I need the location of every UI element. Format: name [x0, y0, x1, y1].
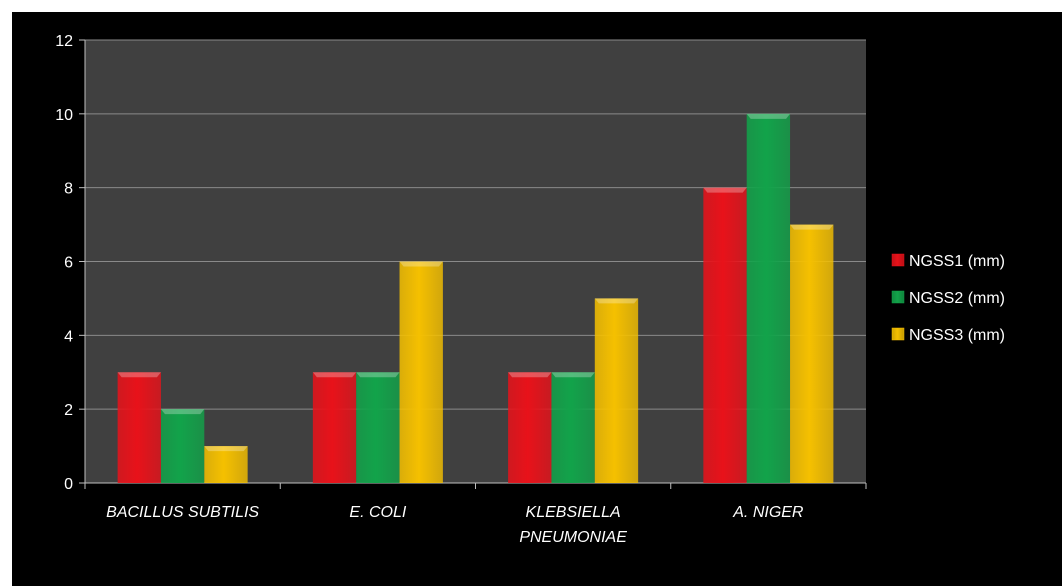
bar-2-3	[551, 372, 595, 483]
x-category-label: E. COLI	[349, 504, 406, 521]
bar-1-1	[117, 372, 161, 483]
y-tick-label: 10	[55, 107, 73, 124]
bar-cap	[551, 372, 595, 378]
bar-3-3	[594, 298, 639, 483]
y-tick-label: 12	[55, 33, 73, 50]
bar-3-1	[204, 446, 248, 483]
bar-cap	[117, 372, 161, 378]
legend-swatch-3	[891, 327, 905, 341]
legend-label-3: NGSS3 (mm)	[909, 327, 1005, 344]
bar-1-3	[508, 372, 552, 483]
legend-swatch-2	[891, 290, 905, 304]
labels: 0 2 4 6 8 10 12 BACILLUS SUBTILIS E. COLI KLEBSIE…	[55, 33, 804, 546]
legend-label-1: NGSS1 (mm)	[909, 253, 1005, 270]
gridlines	[85, 39, 866, 410]
bar-1-2	[312, 372, 357, 483]
bar-cap	[703, 187, 747, 193]
x-category-label: KLEBSIELLA PNEUMONIAE	[519, 504, 627, 546]
bar-2-2	[356, 372, 400, 483]
bar-cap	[790, 224, 834, 230]
bar-cap	[508, 372, 552, 378]
bar-2-4	[746, 113, 791, 483]
bar-cap	[312, 372, 357, 378]
legend-swatch-1	[891, 253, 905, 267]
bar-1-4	[703, 187, 747, 483]
bar-3-2	[399, 261, 443, 483]
bar-cap	[356, 372, 400, 378]
bars	[117, 113, 834, 484]
bar-3-4	[790, 224, 834, 484]
legend: NGSS1 (mm) NGSS2 (mm) NGSS3 (mm)	[891, 253, 1005, 344]
bar-cap	[399, 261, 443, 267]
x-category-label: BACILLUS SUBTILIS	[106, 504, 259, 521]
y-tick-label: 0	[64, 476, 73, 493]
y-tick-label: 6	[64, 255, 73, 272]
chart-frame: 0 2 4 6 8 10 12 BACILLUS SUBTILIS E. COLI KLEBSIE…	[12, 12, 1062, 586]
bar-cap	[204, 446, 248, 452]
y-tick-label: 4	[64, 328, 73, 345]
x-category-label: A. NIGER	[732, 504, 804, 521]
bar-cap	[160, 409, 205, 415]
bar-chart: 0 2 4 6 8 10 12 BACILLUS SUBTILIS E. COLI KLEBSIE…	[55, 33, 1005, 546]
bar-cap	[746, 113, 791, 119]
legend-label-2: NGSS2 (mm)	[909, 290, 1005, 307]
y-tick-label: 2	[64, 402, 73, 419]
bar-cap	[594, 298, 639, 304]
bar-2-1	[160, 409, 205, 483]
y-tick-label: 8	[64, 181, 73, 198]
